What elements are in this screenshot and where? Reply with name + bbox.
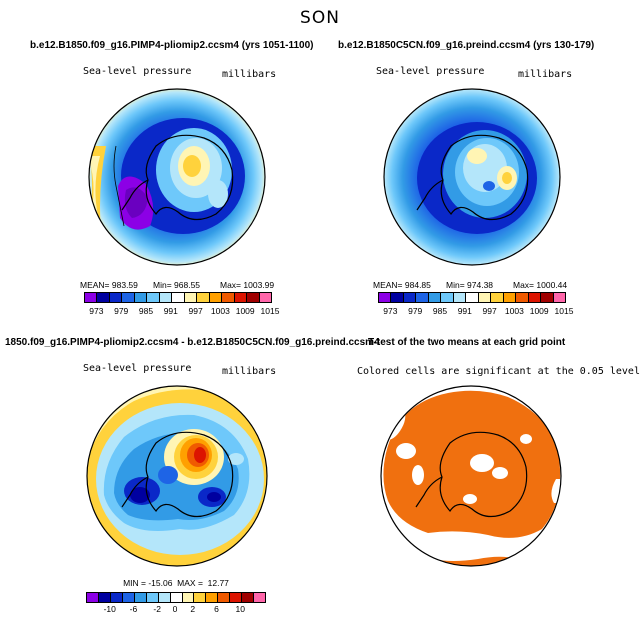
colorbar-swatch xyxy=(134,293,148,302)
colorbar-swatch xyxy=(466,293,479,302)
colorbar-tick-label: 991 xyxy=(163,306,178,316)
colorbar-tick-label: 979 xyxy=(408,306,423,316)
colorbar-tick-label: 1015 xyxy=(260,306,280,316)
panel-title-ttest: T-test of the two means at each grid poi… xyxy=(368,337,566,348)
colorbar-swatch xyxy=(403,293,417,302)
min-max-value: MIN = -15.06 MAX = 12.77 xyxy=(123,578,229,588)
colorbar-swatch xyxy=(85,293,98,302)
colorbar-tick-label: 0 xyxy=(172,604,178,614)
colorbar-swatch xyxy=(222,293,235,302)
map-ttest xyxy=(380,385,562,567)
colorbar-swatch xyxy=(234,293,248,302)
colorbar-swatch xyxy=(230,593,243,602)
colorbar-swatch xyxy=(194,593,207,602)
colorbar-swatch xyxy=(87,593,99,602)
colorbar-tick-label: 6 xyxy=(214,604,219,614)
significance-label: Colored cells are significant at the 0.0… xyxy=(357,366,640,377)
colorbar-swatch xyxy=(416,293,429,302)
max-value: Max= 1000.44 xyxy=(513,280,568,290)
season-title: SON xyxy=(300,8,340,28)
colorbar-slp xyxy=(378,292,566,303)
colorbar-swatch xyxy=(428,293,442,302)
panel-title-difference: 1850.f09_g16.PIMP4-pliomip2.ccsm4 - b.e1… xyxy=(5,337,380,348)
colorbar-swatch xyxy=(553,293,566,302)
colorbar-tick-label: 1009 xyxy=(529,306,549,316)
colorbar-swatch xyxy=(478,293,492,302)
colorbar-tick-label: 973 xyxy=(89,306,104,316)
units-label: millibars xyxy=(518,69,573,80)
panel-title-pliomip: b.e12.B1850.f09_g16.PIMP4-pliomip2.ccsm4… xyxy=(30,40,314,51)
colorbar-swatch xyxy=(391,293,404,302)
colorbar-tick-label: 10 xyxy=(235,604,245,614)
mean-value: MEAN= 984.85 xyxy=(373,280,431,290)
colorbar-swatch xyxy=(197,293,210,302)
mean-value: MEAN= 983.59 xyxy=(80,280,138,290)
min-value: Min= 974.38 xyxy=(446,280,494,290)
colorbar-tick-label: 1015 xyxy=(554,306,574,316)
colorbar-swatch xyxy=(516,293,529,302)
colorbar-swatch xyxy=(98,593,111,602)
map-preind xyxy=(383,88,561,266)
colorbar-tick-label: 2 xyxy=(190,604,196,614)
variable-label: Sea-level pressure xyxy=(376,66,485,77)
colorbar-swatch xyxy=(122,293,135,302)
colorbar-tick-label: 985 xyxy=(138,306,154,316)
colorbar-swatch xyxy=(206,593,219,602)
colorbar-tick-label: 1003 xyxy=(210,306,230,316)
colorbar-swatch xyxy=(491,293,504,302)
colorbar-swatch xyxy=(503,293,517,302)
colorbar-tick-label: 1009 xyxy=(235,306,255,316)
panel-title-preind: b.e12.B1850C5CN.f09_g16.preind.ccsm4 (yr… xyxy=(338,40,595,51)
colorbar-swatch xyxy=(541,293,554,302)
colorbar-tick-label: 997 xyxy=(482,306,497,316)
colorbar-swatch xyxy=(184,293,198,302)
colorbar-swatch xyxy=(259,293,272,302)
colorbar-swatch xyxy=(147,293,160,302)
colorbar-swatch xyxy=(254,593,266,602)
colorbar-swatch xyxy=(122,593,135,602)
colorbar-swatch xyxy=(146,593,159,602)
colorbar-swatch xyxy=(218,593,231,602)
colorbar-swatch xyxy=(170,593,183,602)
variable-label: Sea-level pressure xyxy=(83,66,192,77)
colorbar-swatch xyxy=(209,293,223,302)
colorbar-swatch xyxy=(247,293,260,302)
colorbar-swatch xyxy=(158,593,171,602)
units-label: millibars xyxy=(222,366,277,377)
colorbar-swatch xyxy=(182,593,195,602)
map-difference xyxy=(86,385,268,567)
map-pliomip xyxy=(88,88,266,266)
colorbar-swatch xyxy=(110,593,123,602)
colorbar-tick-label: -2 xyxy=(153,604,161,614)
min-value: Min= 968.55 xyxy=(153,280,201,290)
colorbar-swatch xyxy=(97,293,110,302)
colorbar-swatch xyxy=(441,293,454,302)
colorbar-tick-label: 1003 xyxy=(504,306,524,316)
variable-label: Sea-level pressure xyxy=(83,363,192,374)
colorbar-swatch xyxy=(242,593,255,602)
colorbar-swatch xyxy=(528,293,542,302)
colorbar-difference xyxy=(86,592,266,603)
colorbar-tick-label: 997 xyxy=(188,306,203,316)
colorbar-swatch xyxy=(159,293,173,302)
colorbar-slp xyxy=(84,292,272,303)
max-value: Max= 1003.99 xyxy=(220,280,275,290)
units-label: millibars xyxy=(222,69,277,80)
colorbar-tick-label: 973 xyxy=(383,306,398,316)
colorbar-tick-label: -6 xyxy=(129,604,138,614)
colorbar-tick-label: 979 xyxy=(114,306,129,316)
colorbar-tick-label: -10 xyxy=(103,604,116,614)
colorbar-swatch xyxy=(134,593,147,602)
colorbar-swatch xyxy=(172,293,185,302)
colorbar-swatch xyxy=(379,293,392,302)
colorbar-tick-label: 991 xyxy=(457,306,472,316)
colorbar-swatch xyxy=(109,293,123,302)
colorbar-swatch xyxy=(453,293,467,302)
colorbar-tick-label: 985 xyxy=(432,306,448,316)
